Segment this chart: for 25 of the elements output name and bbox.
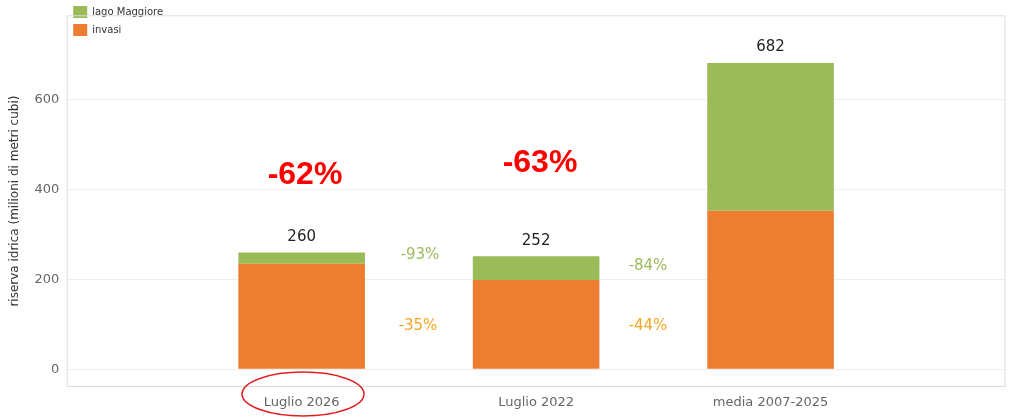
annotation: -93% — [400, 244, 440, 263]
annotation: -84% — [628, 255, 668, 274]
bar — [238, 263, 365, 369]
bar — [472, 279, 600, 369]
bar — [472, 256, 600, 280]
bar — [707, 210, 834, 369]
annotation: -35% — [398, 315, 438, 334]
annotation: -62% — [267, 154, 343, 191]
total-label: 682 — [756, 37, 785, 56]
y-tick-label: 600 — [34, 91, 60, 107]
legend-label: lago Maggiore — [92, 5, 164, 17]
bar — [707, 62, 834, 211]
annotation: -63% — [502, 142, 578, 179]
total-label: 260 — [287, 226, 316, 245]
x-tick-label: media 2007-2025 — [712, 393, 829, 409]
y-tick-label: 200 — [34, 270, 60, 286]
y-tick-label: 0 — [50, 360, 60, 376]
total-label: 252 — [521, 230, 551, 249]
x-tick-label: Luglio 2022 — [498, 393, 575, 409]
annotation: -44% — [628, 315, 668, 334]
bar — [238, 252, 365, 264]
y-axis-title: riserva idrica (milioni di metri cubi) — [7, 95, 22, 307]
legend-label: invasi — [92, 23, 122, 35]
x-tick-label: Luglio 2026 — [263, 393, 340, 409]
y-tick-label: 400 — [34, 181, 60, 197]
